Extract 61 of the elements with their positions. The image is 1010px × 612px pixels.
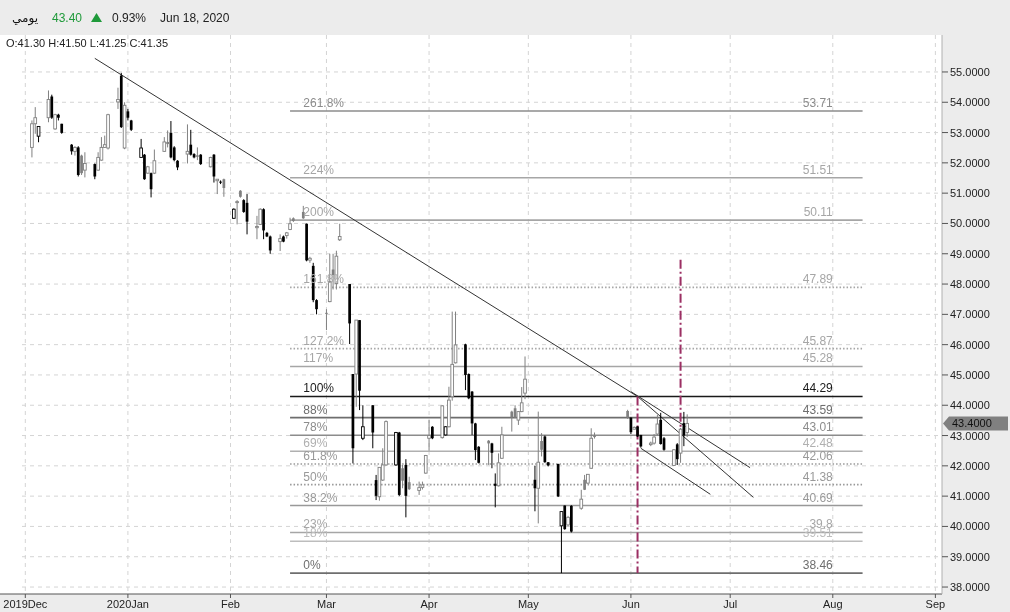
x-tick-label: 2020Jan <box>106 598 150 610</box>
annotation: 45.28 <box>802 351 834 366</box>
annotation: 43.01 <box>802 420 834 435</box>
x-tick-label: Mar <box>316 598 337 610</box>
annotation: 50% <box>303 469 328 484</box>
annotation: 44.29 <box>802 381 834 396</box>
annotation: 47.89 <box>802 272 834 287</box>
x-tick-label: Aug <box>823 598 843 610</box>
x-tick-label: Apr <box>420 598 438 610</box>
annotation: 43.59 <box>802 402 834 417</box>
y-tick-label: 47.0000 <box>950 308 990 321</box>
y-tick-label: 39.0000 <box>950 550 990 563</box>
y-tick-label: 53.0000 <box>950 126 990 139</box>
x-tick-label: Jul <box>723 598 738 610</box>
y-tick-label: 43.0000 <box>950 429 990 442</box>
annotation: 261.8% <box>303 96 345 111</box>
text: Jun 18, 2020 <box>160 11 230 25</box>
annotation: 41.38 <box>802 469 834 484</box>
x-tick-label: Sep <box>925 598 946 610</box>
text: 0.93% <box>112 11 147 25</box>
y-tick-label: 49.0000 <box>950 247 990 260</box>
annotation: 0% <box>303 558 321 573</box>
annotation: 50.11 <box>803 205 834 220</box>
y-tick-label: 52.0000 <box>950 156 990 169</box>
annotation: 200% <box>303 205 335 220</box>
chart-title: يومي <box>12 11 38 26</box>
y-tick-label: 51.0000 <box>950 187 990 200</box>
annotation: 127.2% <box>303 333 345 348</box>
annotation: 42.06 <box>802 449 834 464</box>
y-tick-label: 42.0000 <box>950 459 990 472</box>
y-tick-label: 38.0000 <box>950 581 990 594</box>
annotation: 40.69 <box>802 490 834 505</box>
text: 43.4000 <box>952 417 992 430</box>
annotation: 88% <box>303 402 328 417</box>
annotation: 51.51 <box>802 162 834 177</box>
y-tick-label: 54.0000 <box>950 96 990 109</box>
y-tick-label: 40.0000 <box>950 520 990 533</box>
x-tick-label: Feb <box>221 598 240 610</box>
x-tick-label: May <box>517 598 540 610</box>
y-tick-label: 48.0000 <box>950 278 990 291</box>
annotation: 45.87 <box>802 333 834 348</box>
annotation: 53.71 <box>802 96 834 111</box>
text: 43.40 <box>51 11 83 25</box>
annotation: 224% <box>303 162 335 177</box>
y-tick-label: 55.0000 <box>950 65 990 78</box>
annotation: 61.8% <box>303 449 338 464</box>
y-tick-label: 45.0000 <box>950 368 990 381</box>
annotation: 38.2% <box>303 490 338 505</box>
annotation: 100% <box>303 381 335 396</box>
annotation: 38.46 <box>802 558 834 573</box>
annotation: 69% <box>303 436 328 451</box>
chart-subtitle: O:41.30 H:41.50 L:41.25 C:41.35 <box>6 37 169 49</box>
annotation: 117% <box>303 351 334 366</box>
y-tick-label: 46.0000 <box>950 338 990 351</box>
x-tick-label: 2019Dec <box>3 598 48 610</box>
y-tick-label: 41.0000 <box>950 490 990 503</box>
annotation: 42.48 <box>802 436 834 451</box>
x-tick-label: Jun <box>622 598 640 610</box>
y-tick-label: 44.0000 <box>950 399 990 412</box>
annotation: 78% <box>303 420 328 435</box>
y-tick-label: 50.0000 <box>950 217 990 230</box>
